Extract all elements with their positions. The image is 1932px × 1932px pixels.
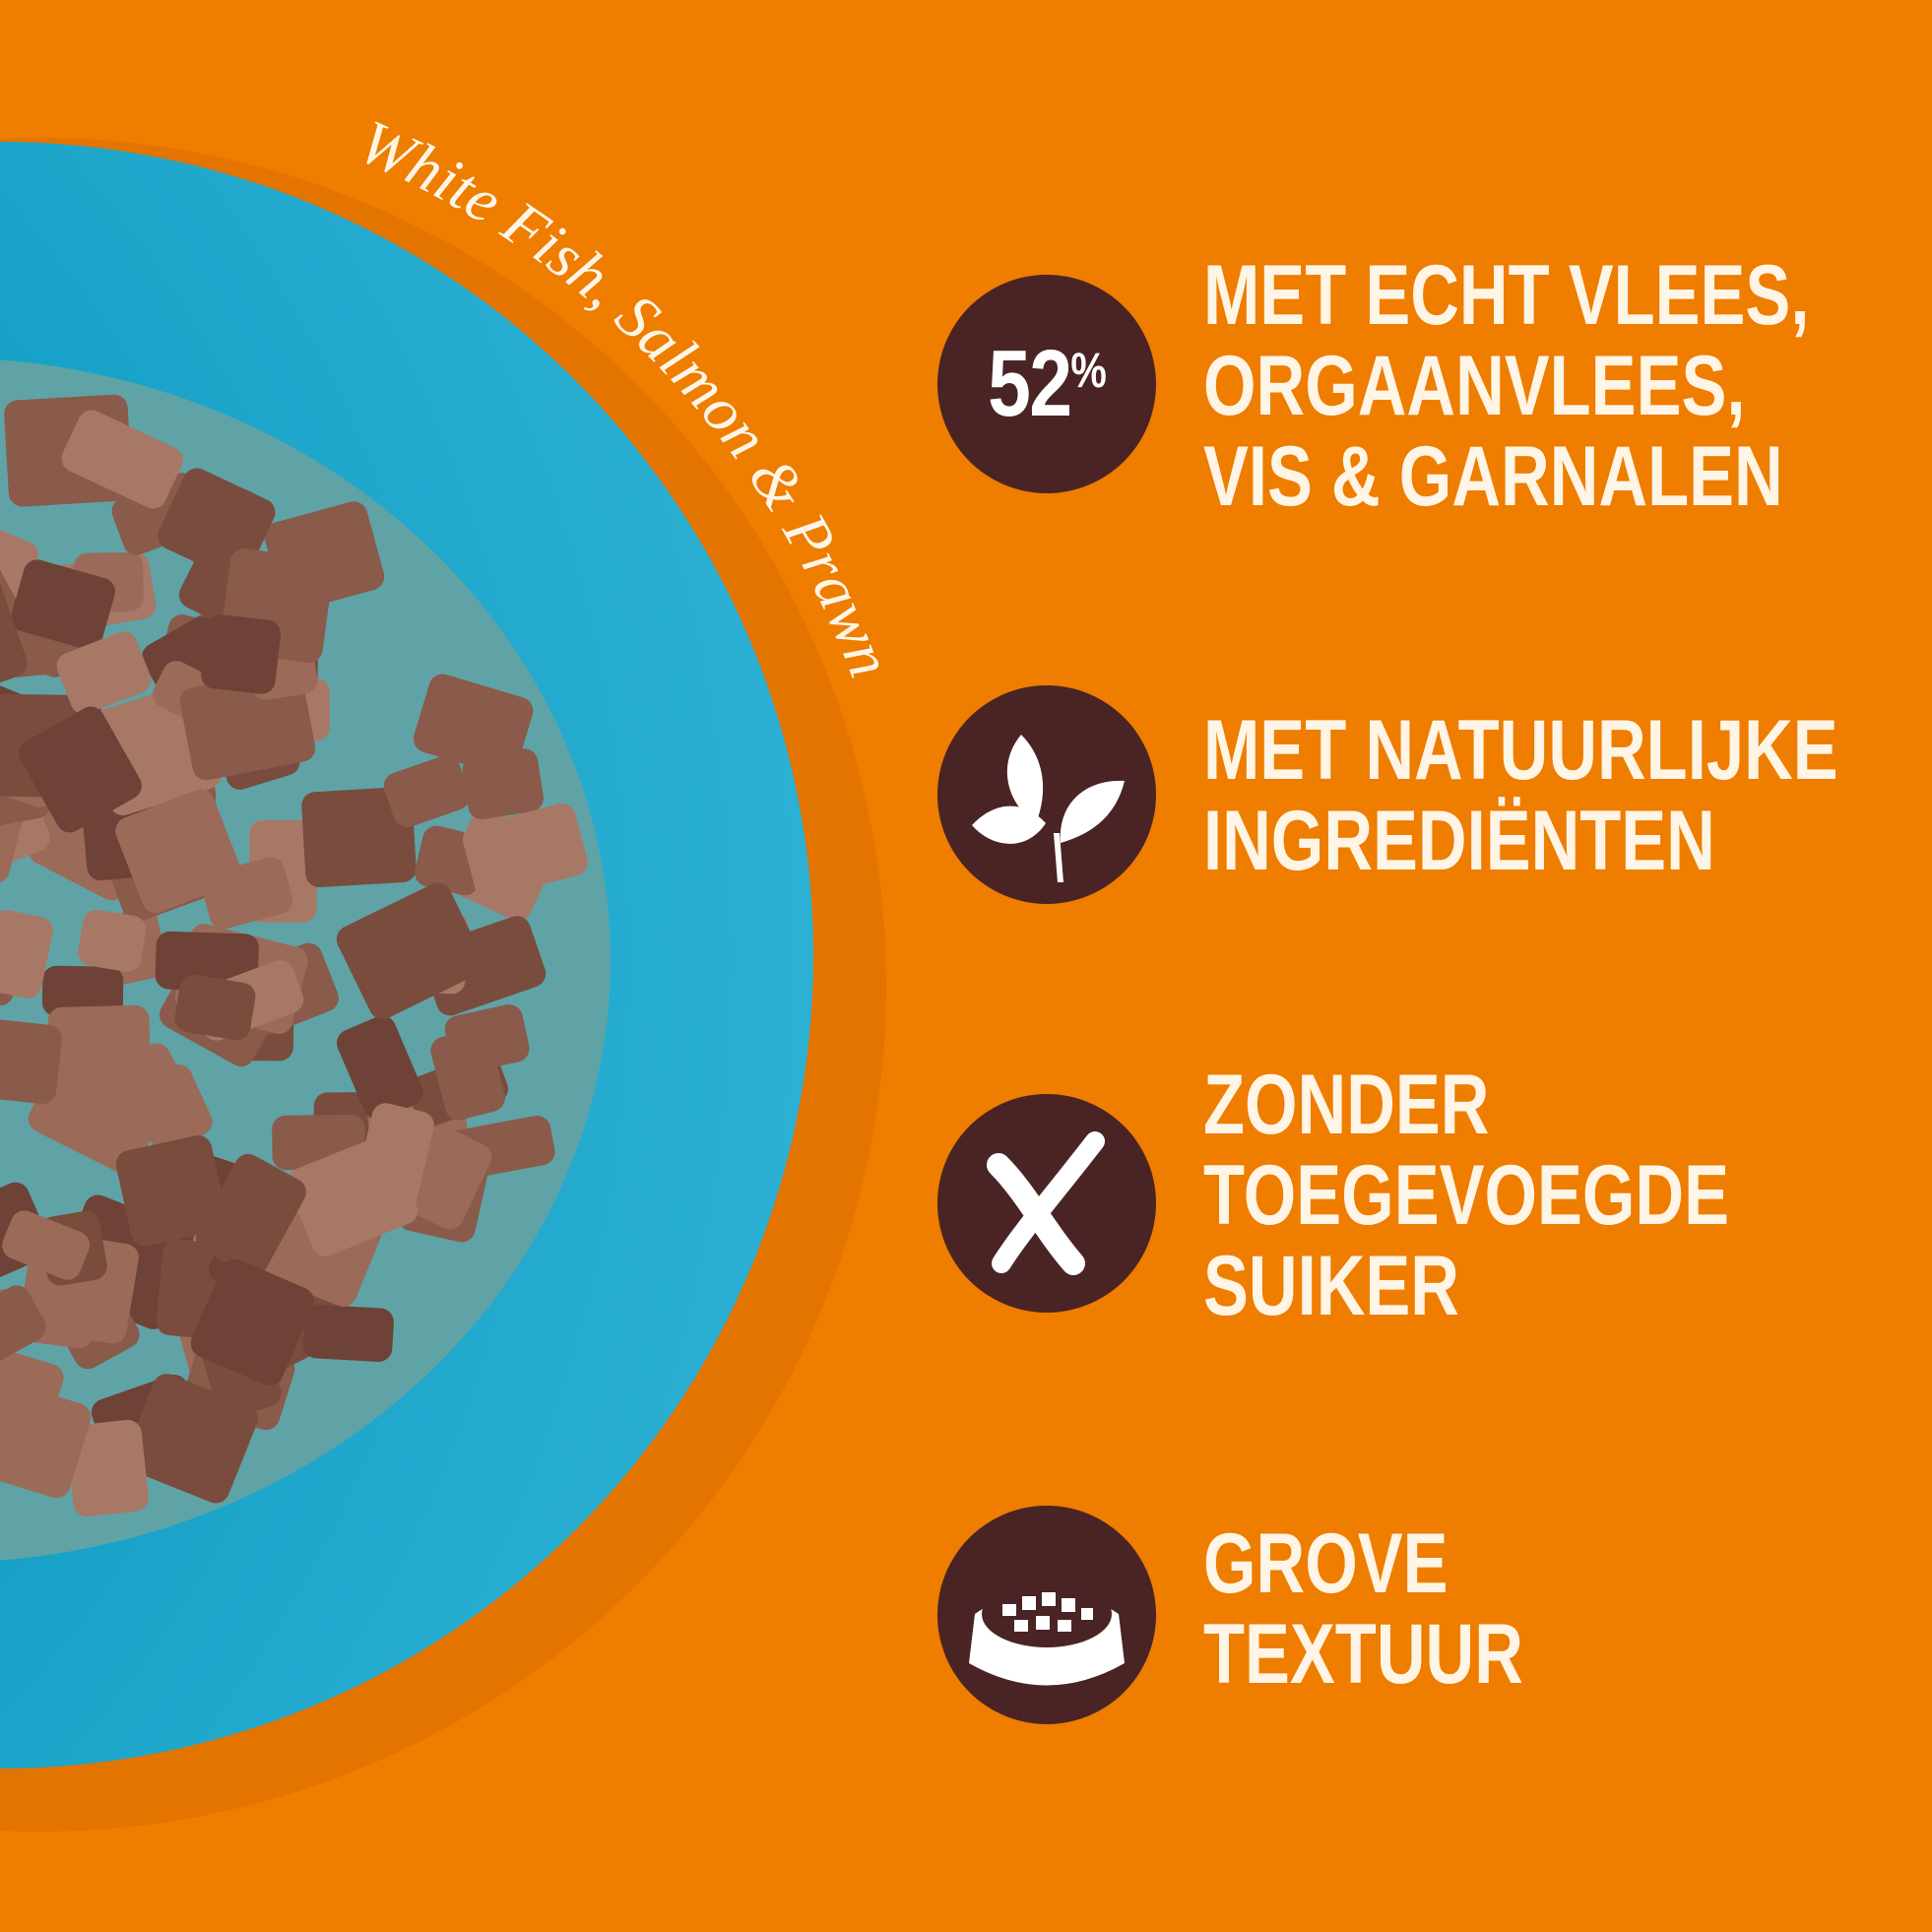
food-chunk [336, 882, 484, 1019]
food-chunk [56, 631, 152, 715]
feature-coarse-texture: GROVE TEXTUUR [1203, 1516, 1523, 1702]
food-chunks [0, 394, 588, 1517]
food-chunk [78, 909, 147, 972]
food-chunk [383, 755, 471, 828]
food-chunk [19, 706, 142, 833]
food-chunk [462, 803, 588, 899]
cross-icon [937, 1094, 1156, 1313]
food-chunk [0, 1018, 62, 1105]
food-chunk [0, 910, 53, 998]
food-chunk [337, 1015, 423, 1120]
food-chunk [302, 1304, 394, 1362]
food-chunk [155, 931, 259, 993]
leaf-icon [937, 685, 1156, 904]
food-chunk [115, 789, 241, 914]
food-chunk [354, 1103, 434, 1211]
feature-no-added-sugar: ZONDER TOEGEVOEGDE SUIKER [1203, 1058, 1729, 1333]
food-chunk [301, 787, 417, 888]
food-chunk [0, 575, 28, 694]
feature-natural-ingredients: MET NATUURLIJKE INGREDIËNTEN [1203, 703, 1838, 888]
food-bowl-icon [937, 1506, 1156, 1724]
food-chunk [41, 965, 124, 1017]
food-chunk [2, 1210, 91, 1280]
food-chunk [47, 1004, 151, 1063]
food-chunk [0, 1376, 92, 1499]
food-chunk [174, 974, 256, 1041]
food-chunk [413, 674, 534, 776]
food-chunk [0, 591, 80, 677]
badge-unit: % [1070, 343, 1107, 398]
food-chunk [190, 1258, 314, 1385]
feature-real-meat: MET ECHT VLEES, ORGAANVLEES, VIS & GARNALE… [1203, 248, 1810, 524]
percent-badge: 52% [937, 275, 1156, 493]
food-chunk [195, 1153, 306, 1276]
food-chunk [430, 1028, 505, 1121]
food-chunk [115, 1135, 227, 1247]
food-chunk [11, 559, 115, 650]
food-chunk [0, 1285, 46, 1389]
food-chunk [61, 410, 183, 509]
food-chunk [66, 1419, 149, 1517]
badge-value: 52 [988, 331, 1072, 436]
food-chunk [81, 1043, 194, 1148]
food-chunk [201, 614, 282, 694]
